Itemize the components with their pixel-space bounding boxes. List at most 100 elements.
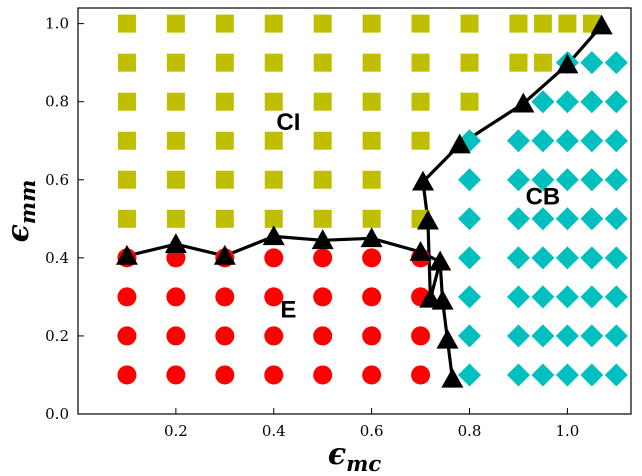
cb-diamond-point <box>604 168 628 192</box>
e-circle-point <box>117 326 137 346</box>
cb-diamond-point <box>458 207 482 231</box>
ci-square-point <box>117 170 136 189</box>
cb-diamond-point <box>531 363 555 387</box>
cb-diamond-point <box>531 207 555 231</box>
boundary-triangle-point <box>436 328 459 349</box>
cb-diamond-point <box>506 285 530 309</box>
e-circle-point <box>411 365 431 385</box>
e-circle-point <box>166 326 186 346</box>
x-axis-label-main: ϵ <box>328 437 346 472</box>
boundary-triangle-point <box>115 244 138 265</box>
e-circle-point <box>362 287 382 307</box>
cb-diamond-point <box>604 285 628 309</box>
cb-diamond-point <box>555 168 579 192</box>
cb-diamond-point <box>458 246 482 270</box>
e-circle-point <box>313 326 333 346</box>
ci-square-point <box>215 92 234 111</box>
ci-square-point <box>362 170 381 189</box>
ci-square-point <box>313 131 332 150</box>
region-label-cb: CB <box>526 183 561 210</box>
ci-square-point <box>313 170 332 189</box>
boundary-triangle-point <box>416 209 439 230</box>
ci-square-point <box>460 92 479 111</box>
e-circle-point <box>264 248 284 268</box>
boundary-triangle-point <box>556 53 579 74</box>
e-circle-point <box>313 287 333 307</box>
ci-square-point <box>264 14 283 33</box>
ci-square-point <box>215 209 234 228</box>
ci-square-point <box>166 170 185 189</box>
x-axis-label: ϵmc <box>328 437 382 476</box>
cb-diamond-point <box>458 168 482 192</box>
ci-square-point <box>264 209 283 228</box>
cb-diamond-point <box>531 285 555 309</box>
ci-square-point <box>264 170 283 189</box>
boundary-triangle-point <box>311 229 334 250</box>
e-circle-point <box>215 365 235 385</box>
ci-square-point <box>558 14 577 33</box>
boundary-triangle-point <box>590 14 613 35</box>
cb-diamond-point <box>604 207 628 231</box>
e-circle-point <box>166 248 186 268</box>
cb-diamond-point <box>580 207 604 231</box>
x-axis-label-sub: mc <box>346 451 381 476</box>
ci-square-point <box>533 14 552 33</box>
e-circle-point <box>117 365 137 385</box>
cb-diamond-point <box>506 207 530 231</box>
x-tick-label: 0.6 <box>360 422 384 440</box>
cb-diamond-point <box>506 324 530 348</box>
y-tick-label: 0.2 <box>45 327 69 345</box>
cb-diamond-point <box>555 285 579 309</box>
plot-frame <box>77 7 632 415</box>
ci-square-point <box>117 14 136 33</box>
cb-diamond-point <box>580 129 604 153</box>
cb-diamond-point <box>555 207 579 231</box>
ci-square-point <box>166 209 185 228</box>
cb-diamond-point <box>458 363 482 387</box>
boundary-triangle-point <box>419 287 442 308</box>
e-circle-point <box>362 248 382 268</box>
ci-square-point <box>313 92 332 111</box>
e-circle-point <box>166 365 186 385</box>
e-circle-point <box>362 326 382 346</box>
cb-diamond-point <box>604 90 628 114</box>
cb-diamond-point <box>580 285 604 309</box>
ci-square-point <box>533 53 552 72</box>
cb-diamond-point <box>458 285 482 309</box>
e-circle-point <box>411 326 431 346</box>
cb-diamond-point <box>580 246 604 270</box>
ci-square-point <box>460 14 479 33</box>
axis-ticks: 0.2 0.4 0.6 0.8 1.0 0.0 0.2 0.4 0.6 0.8 1.0 <box>45 15 579 440</box>
cb-diamond-point <box>531 168 555 192</box>
cb-diamond-point <box>604 363 628 387</box>
x-tick-label: 0.8 <box>458 422 482 440</box>
ci-square-point <box>264 131 283 150</box>
ci-square-point <box>117 53 136 72</box>
ci-square-point <box>509 53 528 72</box>
e-circle-point <box>264 326 284 346</box>
boundary-triangle-point <box>441 367 464 388</box>
ci-square-point <box>264 92 283 111</box>
boundary-triangle-point <box>448 133 471 154</box>
y-axis-label-sub: mm <box>15 180 40 224</box>
boundary-triangle-point <box>429 250 452 271</box>
cb-diamond-point <box>604 246 628 270</box>
x-tick-label: 1.0 <box>555 422 579 440</box>
ci-square-point <box>117 131 136 150</box>
region-label-e: E <box>280 297 296 324</box>
cb-diamond-point <box>555 246 579 270</box>
boundary-triangle-point <box>262 225 285 246</box>
ci-square-point <box>411 131 430 150</box>
cb-diamond-point <box>580 363 604 387</box>
ci-square-point <box>215 53 234 72</box>
ci-square-point <box>460 53 479 72</box>
boundary-triangle-point <box>412 170 435 191</box>
cb-diamond-point <box>580 51 604 75</box>
ci-square-point <box>411 92 430 111</box>
cb-diamond-point <box>531 129 555 153</box>
x-tick-label: 0.2 <box>164 422 188 440</box>
ci-square-point <box>313 209 332 228</box>
cb-diamond-point <box>531 324 555 348</box>
chart-marks <box>115 14 628 388</box>
